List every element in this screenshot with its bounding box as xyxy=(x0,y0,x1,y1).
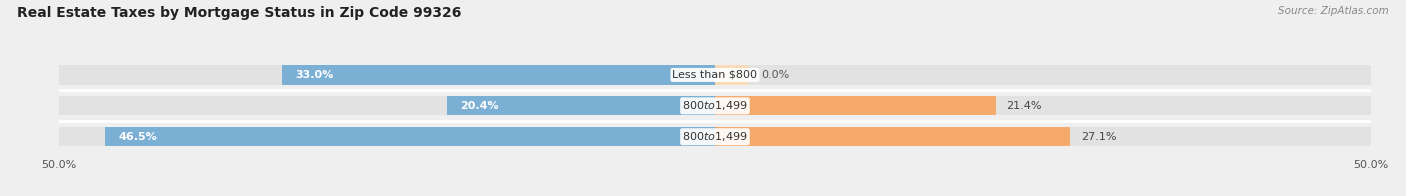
Text: 33.0%: 33.0% xyxy=(295,70,333,80)
Text: 27.1%: 27.1% xyxy=(1081,132,1116,142)
Text: 46.5%: 46.5% xyxy=(118,132,157,142)
Bar xyxy=(59,65,1371,84)
Bar xyxy=(59,96,1371,115)
Text: Real Estate Taxes by Mortgage Status in Zip Code 99326: Real Estate Taxes by Mortgage Status in … xyxy=(17,6,461,20)
Text: 0.0%: 0.0% xyxy=(761,70,789,80)
Text: 21.4%: 21.4% xyxy=(1007,101,1042,111)
Bar xyxy=(716,65,748,84)
Text: $800 to $1,499: $800 to $1,499 xyxy=(682,130,748,143)
Text: Source: ZipAtlas.com: Source: ZipAtlas.com xyxy=(1278,6,1389,16)
Text: 20.4%: 20.4% xyxy=(460,101,499,111)
Text: Less than $800: Less than $800 xyxy=(672,70,758,80)
Bar xyxy=(716,127,1070,146)
Text: $800 to $1,499: $800 to $1,499 xyxy=(682,99,748,112)
Bar xyxy=(283,65,716,84)
Bar xyxy=(716,96,995,115)
Bar xyxy=(447,96,716,115)
Bar xyxy=(105,127,716,146)
Bar xyxy=(59,127,1371,146)
